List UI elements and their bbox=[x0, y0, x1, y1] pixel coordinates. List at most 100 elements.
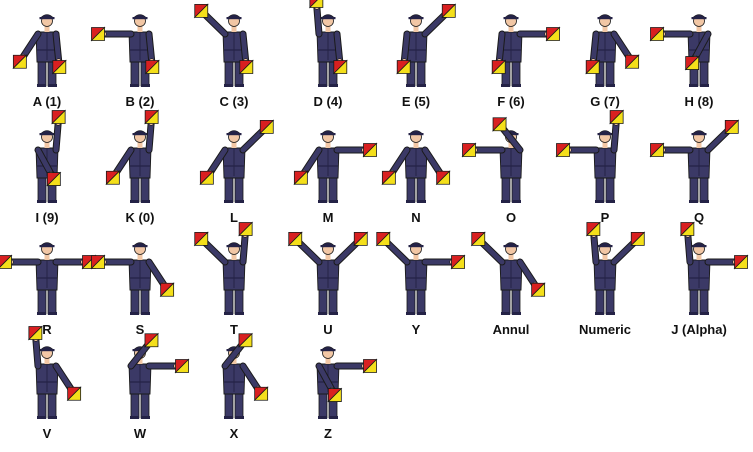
signal-cell: H (8) bbox=[649, 2, 746, 115]
signal-figure-svg bbox=[199, 119, 275, 203]
right-flag bbox=[193, 3, 209, 19]
signal-cell: D (4) bbox=[281, 0, 375, 115]
right-arm-with-flag bbox=[649, 26, 694, 42]
signal-cell: Numeric bbox=[558, 221, 652, 343]
signal-figure-svg bbox=[34, 109, 67, 203]
left-arm-with-flag bbox=[421, 3, 457, 38]
right-flag bbox=[585, 59, 601, 75]
signal-cell: A (1) bbox=[0, 2, 94, 115]
signal-label: J (Alpha) bbox=[671, 322, 727, 337]
left-flag bbox=[684, 55, 700, 71]
signal-figure-svg bbox=[90, 14, 160, 87]
left-arm-with-flag bbox=[333, 142, 378, 158]
left-arm-with-flag bbox=[52, 362, 82, 402]
left-flag bbox=[545, 26, 561, 42]
signal-label: D (4) bbox=[313, 94, 343, 109]
left-flag bbox=[362, 358, 378, 374]
right-arm-with-flag bbox=[308, 0, 324, 38]
right-flag bbox=[396, 59, 412, 75]
left-arm-with-flag bbox=[51, 30, 67, 75]
signaller-figure bbox=[128, 242, 152, 315]
signal-label: O bbox=[505, 210, 517, 225]
signal-figure-svg bbox=[27, 325, 82, 419]
signal-figure-svg bbox=[491, 14, 561, 87]
signal-label: S bbox=[135, 322, 145, 337]
signal-figure-svg bbox=[0, 242, 97, 315]
signal-cell: W bbox=[93, 332, 190, 447]
signal-label: N bbox=[411, 210, 421, 225]
signaller-figure bbox=[128, 346, 152, 419]
left-flag bbox=[259, 119, 275, 135]
signal-figure-svg bbox=[461, 116, 524, 203]
right-arm-with-flag bbox=[679, 221, 695, 266]
left-flag bbox=[238, 59, 254, 75]
signal-figure-svg bbox=[396, 3, 457, 87]
left-arm-with-flag bbox=[51, 109, 67, 154]
signal-label: L bbox=[230, 210, 238, 225]
right-arm-with-flag bbox=[12, 30, 42, 70]
right-arm-with-flag bbox=[34, 146, 62, 187]
signal-cell: J (Alpha) bbox=[652, 221, 749, 343]
signal-cell: Z bbox=[281, 334, 378, 447]
right-flag bbox=[649, 26, 665, 42]
left-flag bbox=[362, 142, 378, 158]
signal-label: K (0) bbox=[125, 210, 155, 225]
left-arm-with-flag bbox=[610, 231, 646, 266]
left-flag bbox=[353, 231, 369, 247]
right-flag bbox=[381, 170, 397, 186]
left-arm-with-flag bbox=[609, 109, 625, 154]
signal-figure-svg bbox=[585, 14, 640, 87]
signaller-figure bbox=[35, 242, 59, 315]
right-arm-with-flag bbox=[649, 142, 694, 158]
left-arm-with-flag bbox=[239, 119, 275, 154]
signaller-figure bbox=[128, 130, 152, 203]
right-flag bbox=[199, 170, 215, 186]
signal-label: V bbox=[42, 426, 52, 441]
signal-figure-svg bbox=[585, 221, 646, 315]
signaller-figure bbox=[593, 130, 617, 203]
left-arm-with-flag bbox=[333, 358, 378, 374]
right-flag bbox=[90, 26, 106, 42]
right-arm-with-flag bbox=[90, 26, 135, 42]
right-arm-with-flag bbox=[127, 332, 159, 370]
signal-label: A (1) bbox=[32, 94, 62, 109]
signal-label: I (9) bbox=[35, 210, 59, 225]
signal-cell: F (6) bbox=[464, 2, 561, 115]
signal-figure-svg bbox=[127, 332, 190, 419]
signal-cell: Annul bbox=[464, 230, 558, 343]
signal-label: M bbox=[322, 210, 334, 225]
signal-figure-svg bbox=[308, 0, 348, 87]
left-flag bbox=[51, 59, 67, 75]
signal-cell: P bbox=[555, 109, 652, 231]
signal-figure-svg bbox=[90, 242, 175, 315]
left-flag bbox=[530, 282, 546, 298]
signaller-figure bbox=[222, 14, 246, 87]
right-flag bbox=[327, 387, 343, 403]
right-arm-with-flag bbox=[555, 142, 600, 158]
signaller-figure bbox=[593, 242, 617, 315]
signal-label: F (6) bbox=[497, 94, 525, 109]
right-arm-with-flag bbox=[27, 325, 43, 370]
signal-label: T bbox=[230, 322, 238, 337]
signal-label: B (2) bbox=[125, 94, 155, 109]
signaller-figure bbox=[128, 14, 152, 87]
right-arm-with-flag bbox=[199, 146, 229, 186]
signal-figure-svg bbox=[193, 221, 254, 315]
right-flag bbox=[27, 325, 43, 341]
left-arm-with-flag bbox=[238, 221, 254, 266]
signal-figure-svg bbox=[470, 231, 546, 315]
left-arm-with-flag bbox=[704, 119, 740, 154]
signal-label: Q bbox=[693, 210, 705, 225]
signal-label: P bbox=[600, 210, 610, 225]
signal-cell: S bbox=[90, 230, 187, 343]
signal-cell: I (9) bbox=[0, 109, 94, 231]
signal-cell: K (0) bbox=[93, 109, 187, 231]
signal-label: Z bbox=[324, 426, 332, 441]
right-flag bbox=[143, 332, 159, 348]
signal-figure-svg bbox=[375, 231, 466, 315]
signal-cell: Q bbox=[649, 118, 746, 231]
signal-cell: E (5) bbox=[369, 2, 463, 115]
right-flag bbox=[0, 254, 13, 269]
left-arm-with-flag bbox=[516, 26, 561, 42]
signal-figure-svg bbox=[555, 109, 625, 203]
